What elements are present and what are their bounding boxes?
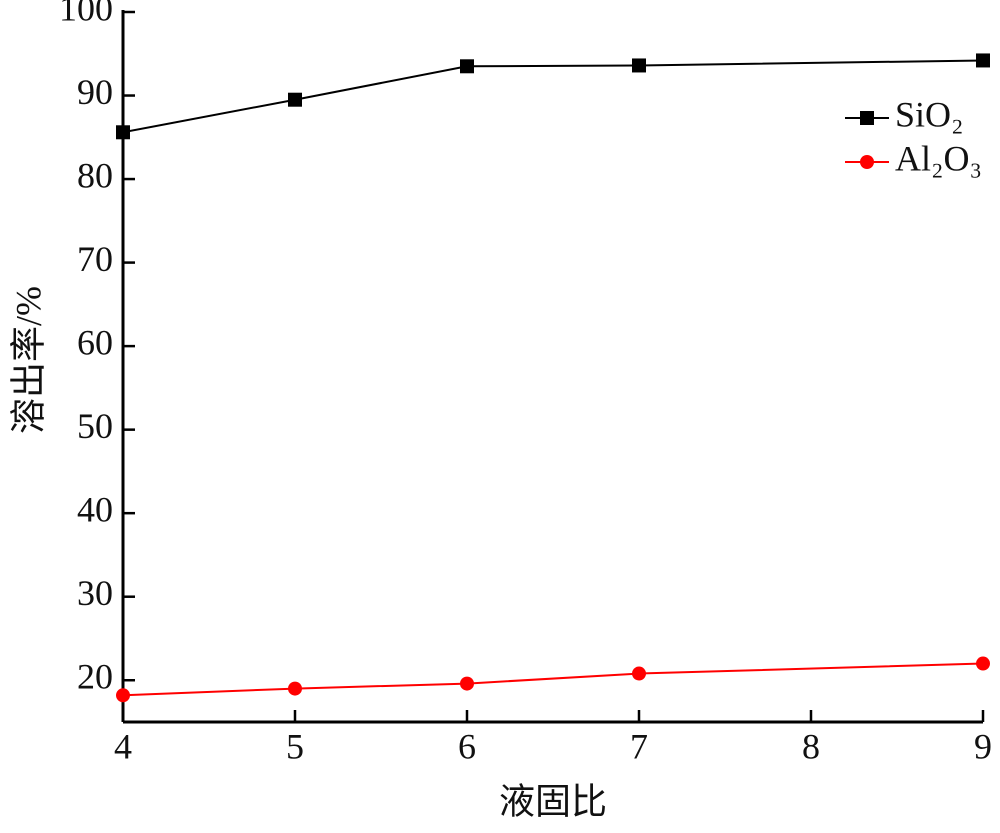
marker [460,676,474,691]
marker [976,656,990,671]
marker [288,681,302,696]
marker [860,155,874,169]
y-tick-label: 70 [77,239,113,279]
marker [460,59,474,74]
x-tick-label: 4 [114,726,132,766]
marker [632,58,646,73]
y-tick-label: 100 [59,0,113,28]
y-tick-label: 40 [77,489,113,529]
series-line [122,59,984,134]
y-tick-label: 30 [77,573,113,613]
marker [288,92,302,107]
y-axis-label: 溶出率/% [8,286,48,434]
marker [116,125,130,140]
legend-label: Al₂O₃ [895,138,982,178]
y-tick-label: 80 [77,155,113,195]
marker [860,111,874,125]
x-tick-label: 6 [458,726,476,766]
marker [632,666,646,681]
series-line [122,662,984,697]
x-axis-label: 液固比 [499,781,607,821]
marker [116,688,130,703]
marker [976,53,990,68]
x-tick-label: 5 [286,726,304,766]
y-tick-label: 60 [77,322,113,362]
x-tick-label: 8 [802,726,820,766]
y-tick-label: 20 [77,657,113,697]
y-tick-label: 50 [77,406,113,446]
x-tick-label: 7 [630,726,648,766]
x-tick-label: 9 [974,726,992,766]
y-tick-label: 90 [77,72,113,112]
legend-label: SiO₂ [895,94,964,134]
